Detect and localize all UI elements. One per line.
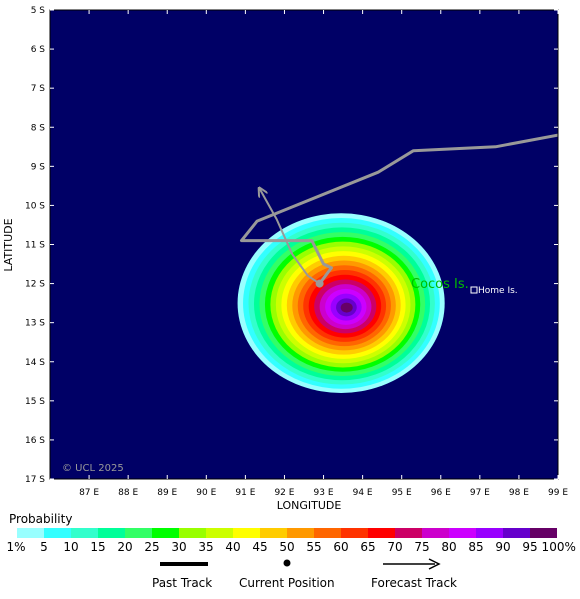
colorbar-swatch [287, 528, 314, 538]
probability-label: 50 [279, 540, 295, 554]
lat-tick-label: 5 S [31, 6, 46, 16]
lat-tick-label: 15 S [25, 397, 45, 407]
colorbar-swatch [71, 528, 98, 538]
colorbar-swatch [260, 528, 287, 538]
forecast-track-line [259, 188, 321, 285]
place-label-cocos: Cocos Is. [411, 277, 469, 292]
probability-title: Probability [9, 512, 73, 526]
lat-tick-label: 7 S [31, 84, 46, 94]
probability-labels: 1% 5 10 15 20 25 30 35 40 45 50 55 60 65 70 75 80 85 90 95 1… [0, 540, 580, 556]
colorbar-swatch [395, 528, 422, 538]
colorbar-swatch [206, 528, 233, 538]
current-position-label: Current Position [239, 576, 335, 590]
probability-colorbar [17, 528, 557, 538]
probability-label: 85 [468, 540, 484, 554]
forecast-track-swatch [383, 558, 441, 570]
lon-tick-label: 98 E [509, 488, 529, 498]
probability-label: 100% [541, 540, 576, 554]
lat-tick-label: 10 S [25, 201, 45, 211]
lat-tick-label: 6 S [31, 45, 46, 55]
current-position-swatch [283, 559, 291, 567]
past-track-swatch [160, 562, 208, 566]
probability-label: 65 [360, 540, 376, 554]
probability-label: 30 [171, 540, 187, 554]
colorbar-swatch [368, 528, 395, 538]
probability-label: 80 [441, 540, 457, 554]
colorbar-swatch [44, 528, 71, 538]
lon-tick-label: 88 E [118, 488, 138, 498]
lon-tick-label: 92 E [274, 488, 294, 498]
lat-tick-label: 16 S [25, 436, 45, 446]
probability-label: 40 [225, 540, 241, 554]
colorbar-swatch [422, 528, 449, 538]
probability-label: 70 [387, 540, 403, 554]
probability-label: 10 [63, 540, 79, 554]
lon-tick-label: 95 E [392, 488, 412, 498]
probability-label: 15 [90, 540, 106, 554]
longitude-ticks: 87 E 88 E 89 E 90 E 91 E 92 E 93 E 94 E 95 E 96 E… [79, 10, 568, 498]
probability-contour [340, 302, 353, 313]
place-label-home: Home Is. [478, 286, 518, 296]
lon-tick-label: 96 E [431, 488, 451, 498]
probability-label: 20 [117, 540, 133, 554]
lat-tick-label: 9 S [31, 162, 46, 172]
colorbar-swatch [341, 528, 368, 538]
copyright-text: © UCL 2025 [62, 463, 124, 474]
colorbar-swatch [152, 528, 179, 538]
lat-tick-label: 12 S [25, 280, 45, 290]
longitude-axis-title: LONGITUDE [277, 499, 342, 510]
past-track-label: Past Track [152, 576, 213, 590]
lon-tick-label: 89 E [157, 488, 177, 498]
colorbar-swatch [503, 528, 530, 538]
forecast-track-label: Forecast Track [371, 576, 457, 590]
probability-label: 90 [495, 540, 511, 554]
probability-label: 1% [6, 540, 26, 554]
latitude-ticks: 5 S 6 S 7 S 8 S 9 S 10 S 11 S 12 S 13 S 14 S 15 S 1… [25, 6, 558, 485]
lon-tick-label: 99 E [548, 488, 568, 498]
probability-label: 75 [414, 540, 430, 554]
probability-label: 55 [306, 540, 322, 554]
legend: Probability 1% 5 10 15 20 25 30 35 40 45 50 55 60 65 7… [0, 510, 580, 599]
lon-tick-label: 93 E [314, 488, 334, 498]
lon-tick-label: 94 E [353, 488, 373, 498]
current-position-marker [315, 279, 324, 288]
lat-tick-label: 14 S [25, 358, 45, 368]
lon-tick-label: 87 E [79, 488, 99, 498]
colorbar-swatch [125, 528, 152, 538]
colorbar-swatch [449, 528, 476, 538]
colorbar-swatch [530, 528, 557, 538]
probability-label: 95 [522, 540, 538, 554]
colorbar-swatch [179, 528, 206, 538]
lat-tick-label: 17 S [25, 475, 45, 485]
past-track-line [240, 133, 558, 285]
probability-label: 45 [252, 540, 268, 554]
lat-tick-label: 8 S [31, 123, 46, 133]
colorbar-swatch [17, 528, 44, 538]
colorbar-swatch [314, 528, 341, 538]
colorbar-swatch [476, 528, 503, 538]
probability-label: 60 [333, 540, 349, 554]
lon-tick-label: 91 E [235, 488, 255, 498]
latitude-axis-title: LATITUDE [2, 218, 15, 271]
lon-tick-label: 90 E [196, 488, 216, 498]
home-island-marker [470, 286, 478, 294]
probability-label: 35 [198, 540, 214, 554]
colorbar-swatch [98, 528, 125, 538]
lat-tick-label: 11 S [25, 241, 45, 251]
track-key: Past Track Current Position Forecast Tra… [0, 558, 580, 598]
lon-tick-label: 97 E [470, 488, 490, 498]
colorbar-swatch [233, 528, 260, 538]
probability-label: 5 [40, 540, 48, 554]
lat-tick-label: 13 S [25, 319, 45, 329]
cyclone-map: 5 S 6 S 7 S 8 S 9 S 10 S 11 S 12 S 13 S 14 S 15 S 1… [2, 6, 568, 510]
probability-label: 25 [144, 540, 160, 554]
